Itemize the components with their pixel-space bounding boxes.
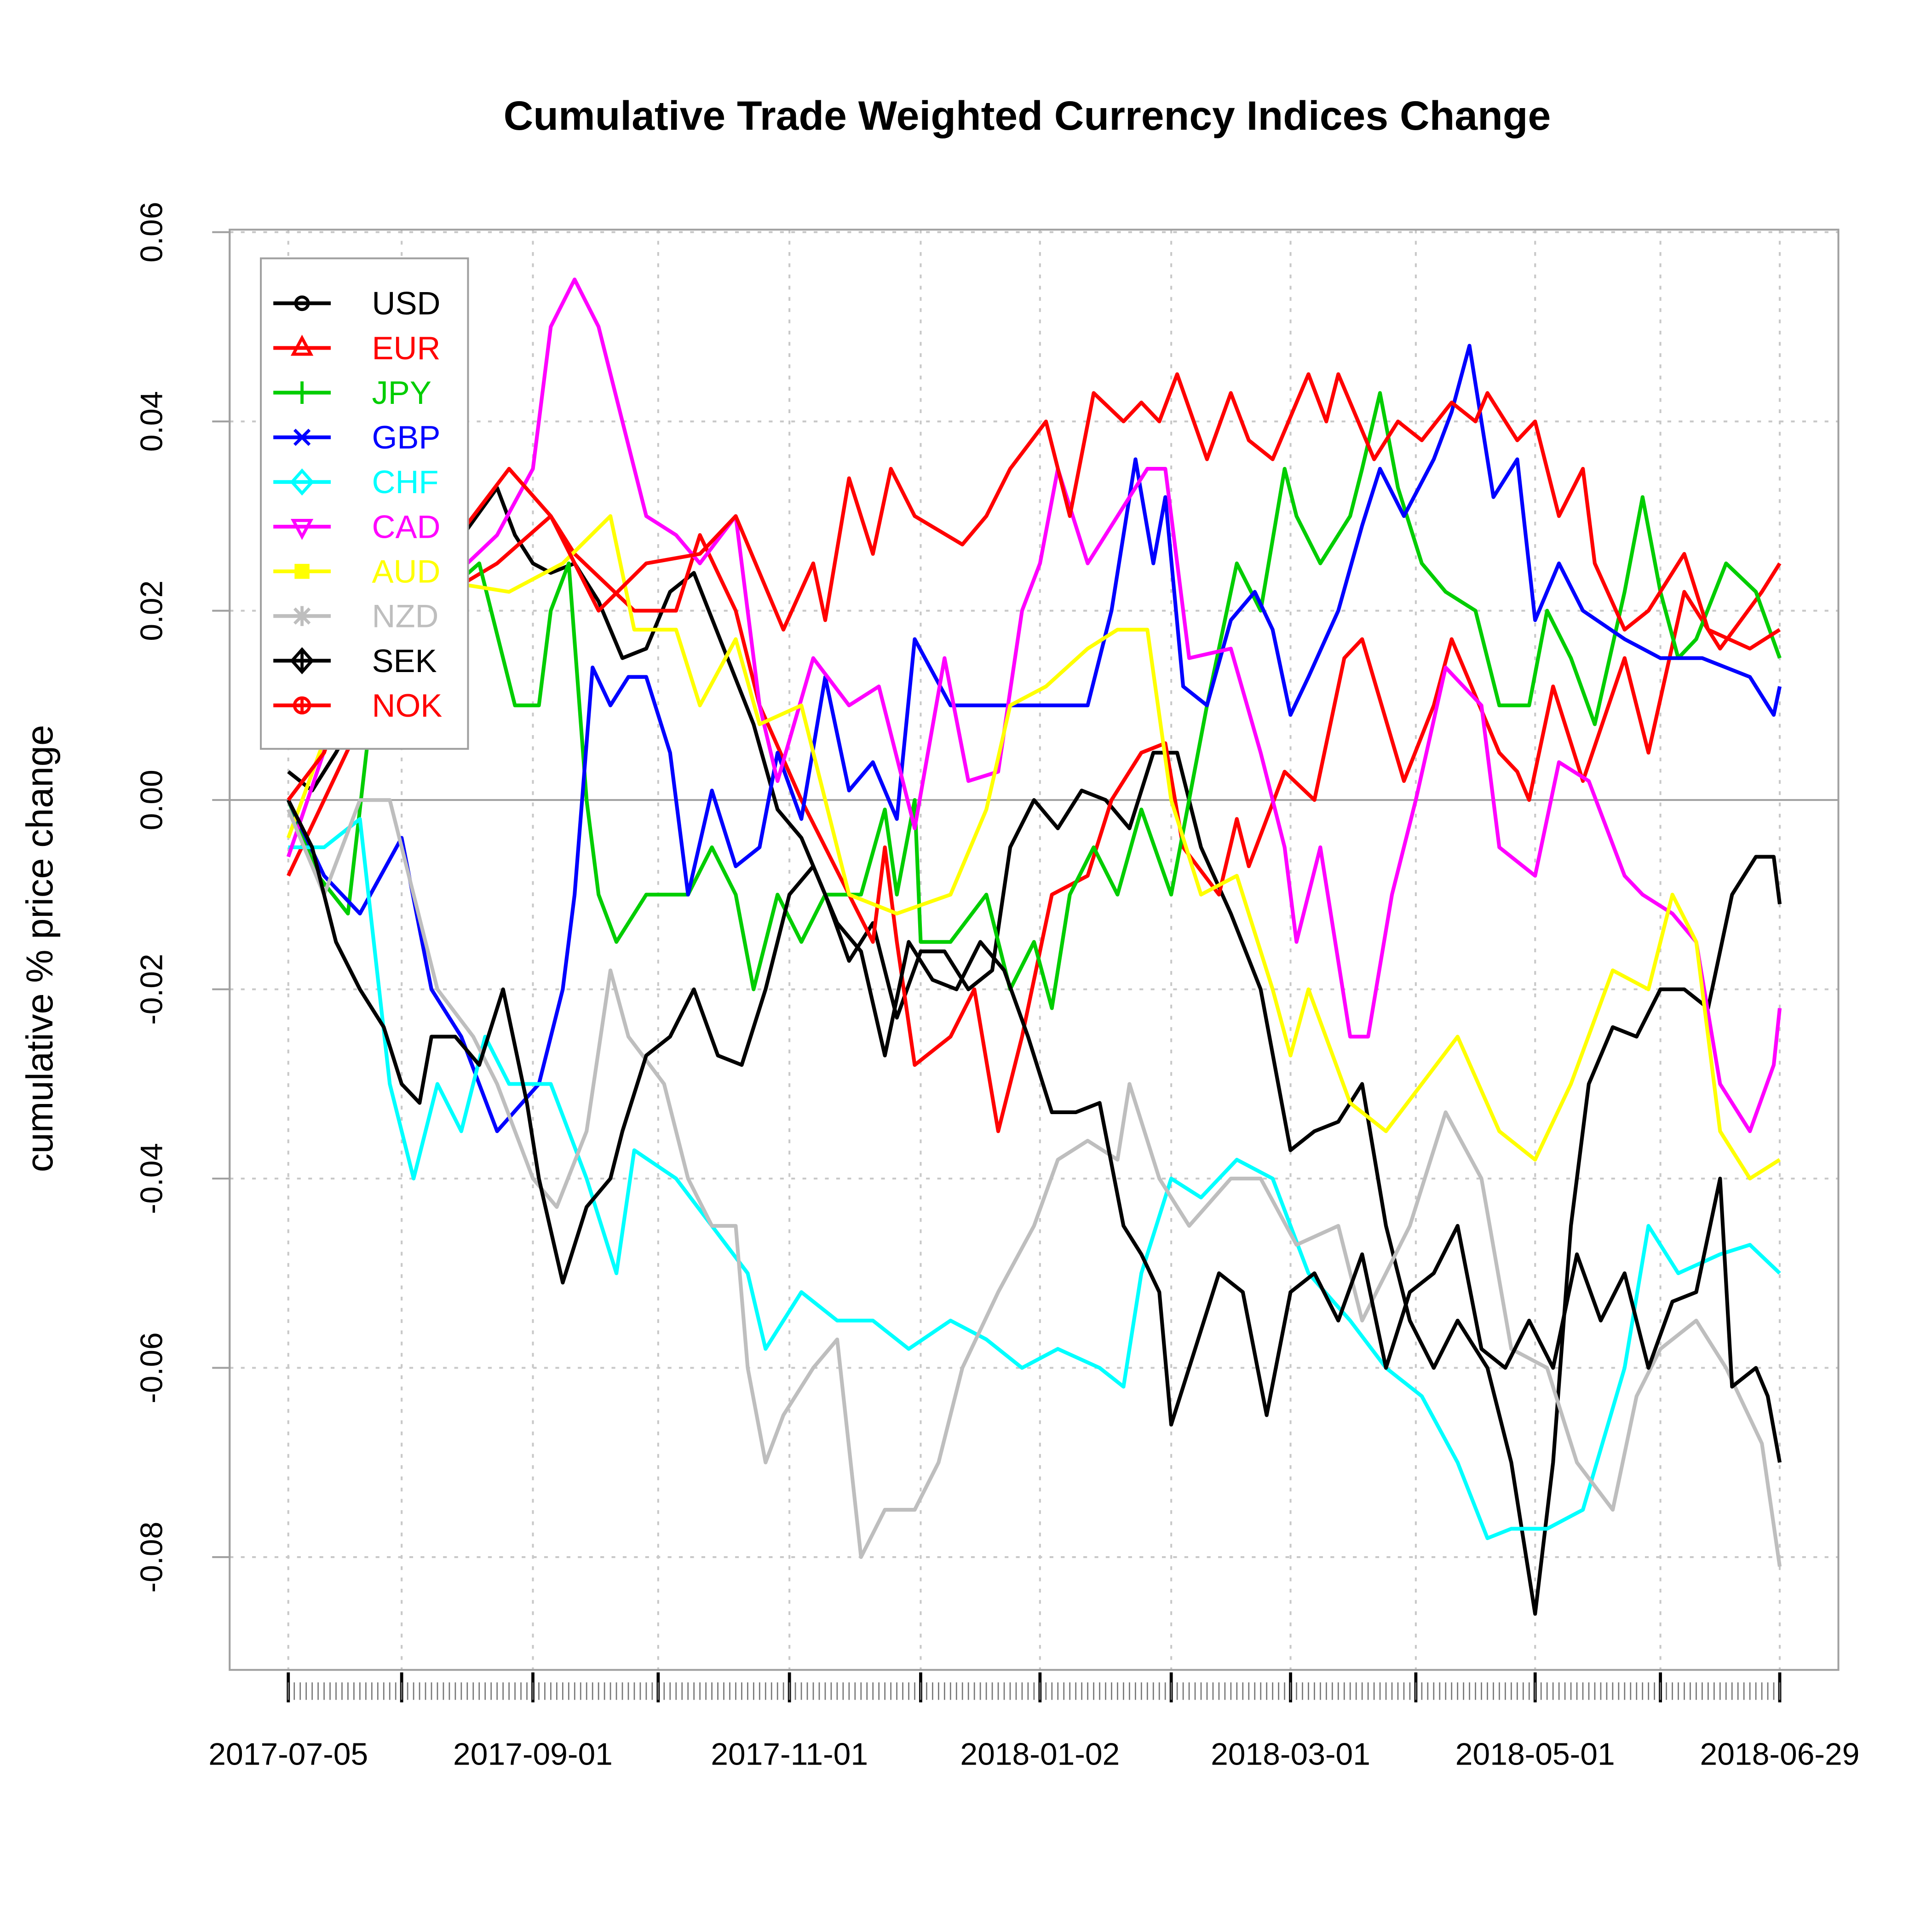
legend-label: CAD	[372, 508, 441, 545]
legend-box	[260, 257, 469, 750]
asterisk-marker-icon	[292, 606, 312, 626]
series-line-gbp	[287, 344, 1782, 1133]
legend-label: CHF	[372, 464, 439, 500]
legend-label: NZD	[372, 598, 439, 634]
legend-item-gbp: GBP	[273, 419, 440, 455]
x-axis: 2017-07-05 2017-09-01 2017-11-01 2018-01-02…	[208, 1672, 1860, 1771]
triangle-marker-icon	[290, 334, 314, 356]
legend-item-jpy: JPY	[273, 374, 431, 411]
circle-marker-icon	[294, 295, 310, 311]
legend-item-nok: NOK	[273, 687, 442, 724]
y-tick-label: 0.02	[135, 581, 169, 641]
diamond-marker-icon	[290, 468, 314, 496]
legend-item-usd: USD	[273, 285, 440, 322]
series-line-nzd	[286, 798, 1782, 1567]
chart-title: Cumulative Trade Weighted Currency Indic…	[504, 92, 1551, 138]
y-tick-label: 0.06	[135, 202, 169, 263]
x-tick-label: 2017-09-01	[453, 1737, 613, 1771]
legend-item-nzd: NZD	[273, 598, 438, 634]
diamond-plus-marker-icon	[290, 647, 314, 674]
y-tick-label: -0.04	[135, 1143, 169, 1214]
series-line-jpy	[286, 391, 1782, 1010]
y-tick-label: -0.02	[135, 954, 169, 1025]
legend: USD EUR JPY GBP CHF CAD AUD NZD SEK NOK	[260, 257, 469, 750]
legend-item-sek: SEK	[273, 643, 437, 679]
series-line-chf	[288, 817, 1781, 1541]
legend-label: AUD	[372, 553, 441, 590]
legend-item-cad: CAD	[273, 508, 440, 545]
y-tick-label: 0.04	[135, 391, 169, 452]
x-marker-icon	[293, 429, 311, 446]
legend-label: USD	[372, 285, 441, 322]
series-line-eur	[287, 514, 1782, 1133]
series-lines	[286, 277, 1782, 1616]
x-tick-label: 2017-11-01	[711, 1737, 868, 1771]
series-line-sek	[287, 799, 1782, 1463]
legend-label: NOK	[372, 687, 443, 724]
series-line-nok	[287, 372, 1781, 801]
legend-item-eur: EUR	[273, 330, 440, 366]
square-marker-icon	[294, 564, 310, 579]
series-line-aud	[286, 514, 1781, 1181]
legend-label: GBP	[372, 419, 441, 455]
x-tick-label: 2018-03-01	[1211, 1737, 1370, 1771]
series-line-cad	[286, 277, 1782, 1133]
y-axis-label: cumulative % price change	[19, 725, 61, 1172]
x-tick-label: 2018-01-02	[960, 1737, 1120, 1771]
y-axis: 0.06 0.04 0.02 0.00 -0.02 -0.04 -0.06 -0.08	[135, 202, 231, 1593]
plus-marker-icon	[291, 381, 314, 404]
x-tick-label: 2018-05-01	[1455, 1737, 1615, 1771]
x-tick-label: 2017-07-05	[208, 1737, 368, 1771]
x-tick-label: 2018-06-29	[1700, 1737, 1860, 1771]
y-tick-label: -0.06	[135, 1332, 169, 1403]
legend-label: JPY	[372, 374, 431, 411]
circle-plus-marker-icon	[293, 696, 311, 715]
legend-item-chf: CHF	[273, 464, 438, 500]
y-tick-label: 0.00	[135, 770, 169, 830]
legend-label: EUR	[372, 330, 441, 366]
legend-item-aud: AUD	[273, 553, 440, 590]
triangle-down-marker-icon	[290, 519, 314, 540]
y-tick-label: -0.08	[135, 1522, 169, 1593]
legend-label: SEK	[372, 643, 437, 679]
